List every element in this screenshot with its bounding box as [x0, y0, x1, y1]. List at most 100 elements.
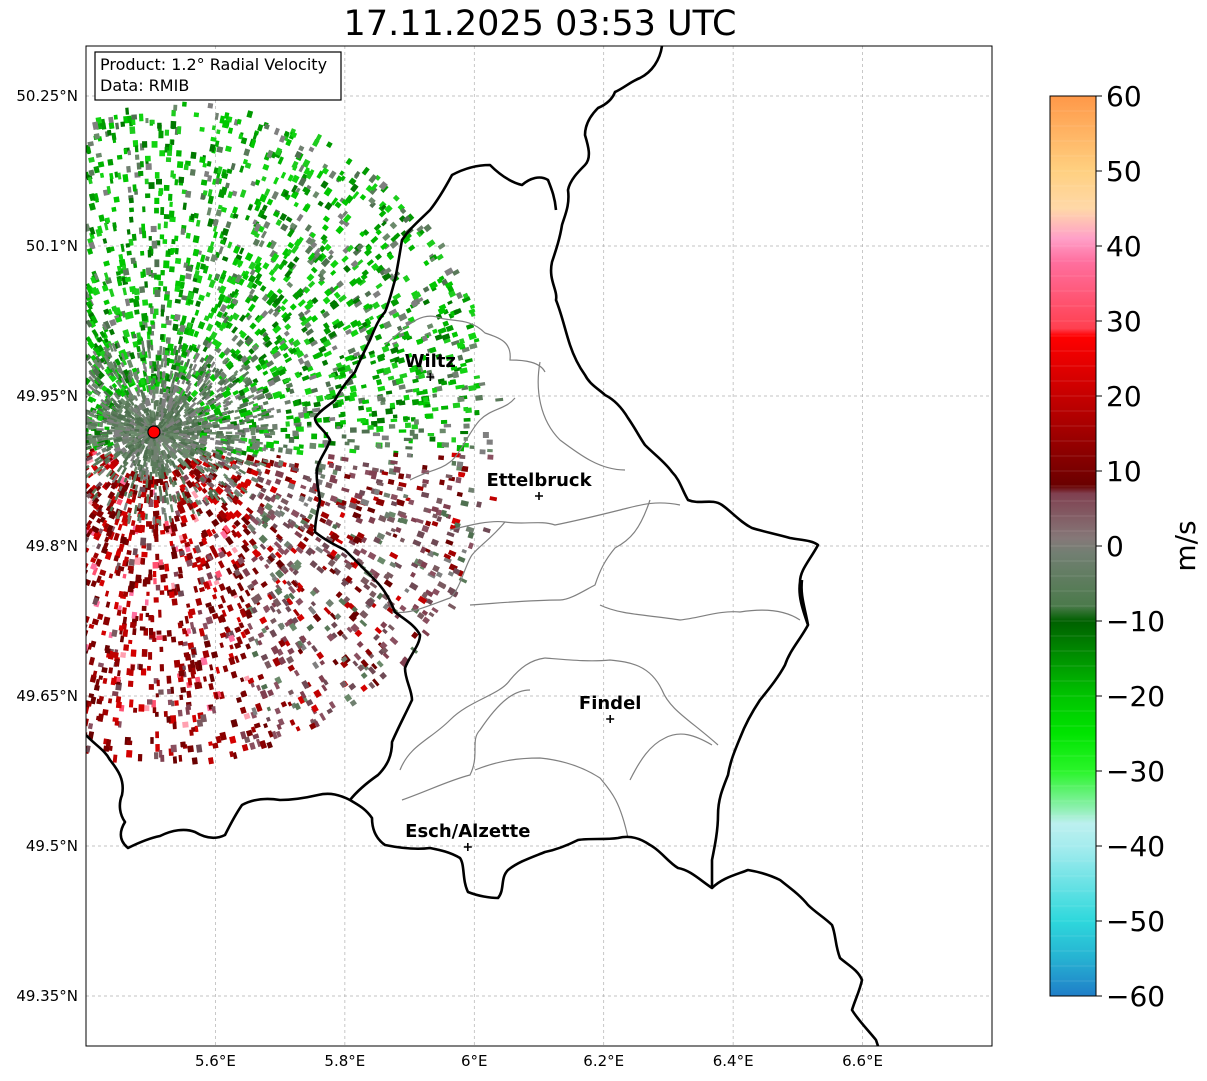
radar-echo-pixel [151, 240, 158, 249]
radar-echo-pixel [195, 300, 202, 308]
radar-echo-pixel [255, 314, 264, 324]
radar-echo-pixel [227, 127, 234, 134]
radar-echo-pixel [332, 402, 339, 409]
radar-echo-pixel [128, 197, 134, 204]
radar-echo-pixel [134, 428, 140, 432]
radar-echo-pixel [180, 686, 187, 694]
radar-echo-pixel [114, 517, 120, 526]
radar-echo-pixel [280, 497, 289, 506]
radar-echo-pixel [327, 454, 335, 460]
radar-echo-pixel [371, 663, 378, 670]
radar-echo-pixel [92, 552, 99, 559]
radar-echo-pixel [416, 225, 424, 233]
radar-echo-pixel [112, 651, 119, 659]
radar-echo-pixel [246, 314, 253, 321]
radar-echo-pixel [113, 555, 120, 562]
radar-echo-pixel [231, 206, 239, 214]
radar-echo-pixel [147, 340, 151, 349]
lon-tick-label: 6.4°E [713, 1052, 754, 1070]
radar-echo-pixel [191, 467, 202, 478]
radar-echo-pixel [209, 432, 217, 435]
radar-echo-pixel [189, 729, 194, 736]
radar-echo-pixel [194, 725, 199, 733]
radar-echo-pixel [330, 532, 340, 541]
radar-echo-pixel [340, 552, 348, 559]
radar-echo-pixel [242, 527, 251, 536]
radar-echo-pixel [241, 270, 247, 277]
radar-echo-pixel [122, 560, 127, 567]
radar-echo-pixel [95, 491, 102, 498]
radar-echo-pixel [200, 531, 208, 539]
radar-echo-pixel [191, 561, 198, 569]
radar-echo-pixel [178, 754, 183, 762]
radar-echo-pixel [274, 470, 285, 479]
radar-echo-pixel [126, 229, 131, 235]
radar-echo-pixel [242, 386, 250, 394]
radar-echo-pixel [380, 204, 387, 211]
radar-echo-pixel [359, 619, 368, 627]
colorbar-tick-label: 60 [1106, 80, 1142, 113]
radar-echo-pixel [285, 409, 292, 415]
radar-echo-pixel [247, 583, 255, 591]
radar-echo-pixel [231, 190, 238, 197]
radar-echo-pixel [332, 366, 340, 372]
radar-echo-pixel [147, 665, 151, 671]
radar-echo-pixel [323, 187, 333, 197]
radar-echo-pixel [196, 682, 203, 690]
radar-echo-pixel [306, 623, 315, 632]
radar-echo-pixel [272, 657, 282, 667]
colorbar: 60 50 40 30 20 10 0 −10 −20 −30 −40 −50 −60 m/s [1049, 80, 1202, 1013]
radar-echo-pixel [468, 342, 478, 350]
radar-echo-pixel [132, 548, 138, 556]
radar-echo-pixel [188, 608, 196, 616]
radar-echo-pixel [373, 536, 381, 544]
radar-echo-pixel [128, 558, 136, 567]
radar-echo-pixel [361, 429, 370, 434]
radar-echo-pixel [393, 561, 403, 569]
lat-tick-label: 49.35°N [16, 987, 78, 1005]
radar-echo-pixel [89, 562, 98, 571]
radar-echo-pixel [328, 417, 336, 422]
radar-echo-pixel [280, 701, 288, 708]
radar-echo-pixel [241, 543, 250, 553]
radar-echo-pixel [175, 280, 181, 287]
radar-echo-pixel [214, 112, 219, 121]
radar-echo-pixel [411, 424, 418, 430]
radar-echo-pixel [270, 617, 277, 625]
info-box: Product: 1.2° Radial Velocity Data: RMIB [94, 51, 342, 101]
radar-echo-pixel [384, 341, 391, 348]
radar-echo-pixel [250, 427, 256, 432]
radar-echo-pixel [380, 242, 389, 251]
radar-echo-pixel [412, 387, 420, 393]
radar-echo-pixel [315, 546, 324, 554]
radar-echo-pixel [129, 622, 137, 629]
radar-echo-pixel [332, 567, 342, 576]
radar-echo-pixel [392, 414, 398, 419]
radar-echo-pixel [333, 291, 341, 299]
radar-echo-pixel [319, 712, 327, 722]
city-label: Wiltz [405, 351, 456, 372]
radar-echo-pixel [148, 303, 153, 308]
radar-echo-pixel [269, 605, 276, 613]
radar-echo-pixel [331, 632, 338, 639]
radar-echo-pixel [126, 749, 133, 758]
radar-echo-pixel [349, 391, 358, 398]
radar-echo-pixel [97, 713, 104, 722]
radar-echo-pixel [211, 518, 220, 527]
radar-echo-pixel [261, 387, 269, 395]
radar-echo-pixel [179, 394, 189, 404]
radar-echo-pixel [267, 689, 275, 697]
radar-echo-pixel [265, 297, 274, 306]
radar-echo-pixel [192, 287, 200, 294]
radar-echo-pixel [422, 286, 430, 293]
radar-echo-pixel [96, 428, 104, 431]
radar-echo-pixel [457, 396, 465, 403]
radar-echo-pixel [330, 621, 338, 629]
radar-echo-pixel [220, 269, 227, 279]
radar-echo-pixel [152, 516, 156, 525]
radar-echo-pixel [86, 223, 91, 232]
radar-echo-pixel [163, 221, 168, 229]
radar-echo-pixel [467, 531, 475, 539]
radar-echo-pixel [202, 404, 211, 412]
radar-echo-pixel [392, 311, 400, 319]
